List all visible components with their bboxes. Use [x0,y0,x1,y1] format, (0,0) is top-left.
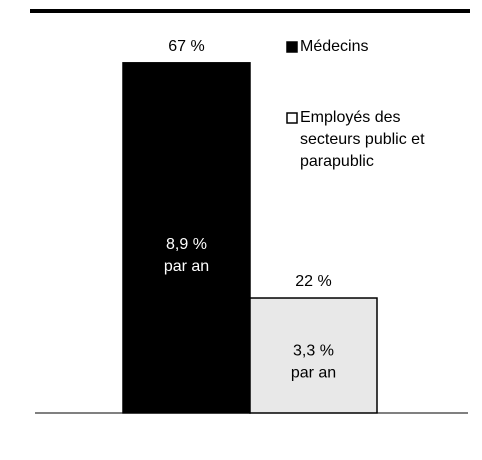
legend-swatch [286,41,298,53]
value-label: 67 % [168,38,204,55]
bar-annotation: par an [164,258,209,275]
bar-annotation: 3,3 % [293,343,334,360]
bar [122,62,251,414]
bar-annotation: 8,9 % [166,236,207,253]
legend-label: Employés des secteurs public et parapubl… [300,109,425,170]
legend-swatch [286,112,298,124]
value-label: 22 % [295,273,331,290]
bar [249,297,378,414]
bar-annotation: par an [291,365,336,382]
legend-label: Médecins [300,38,369,55]
